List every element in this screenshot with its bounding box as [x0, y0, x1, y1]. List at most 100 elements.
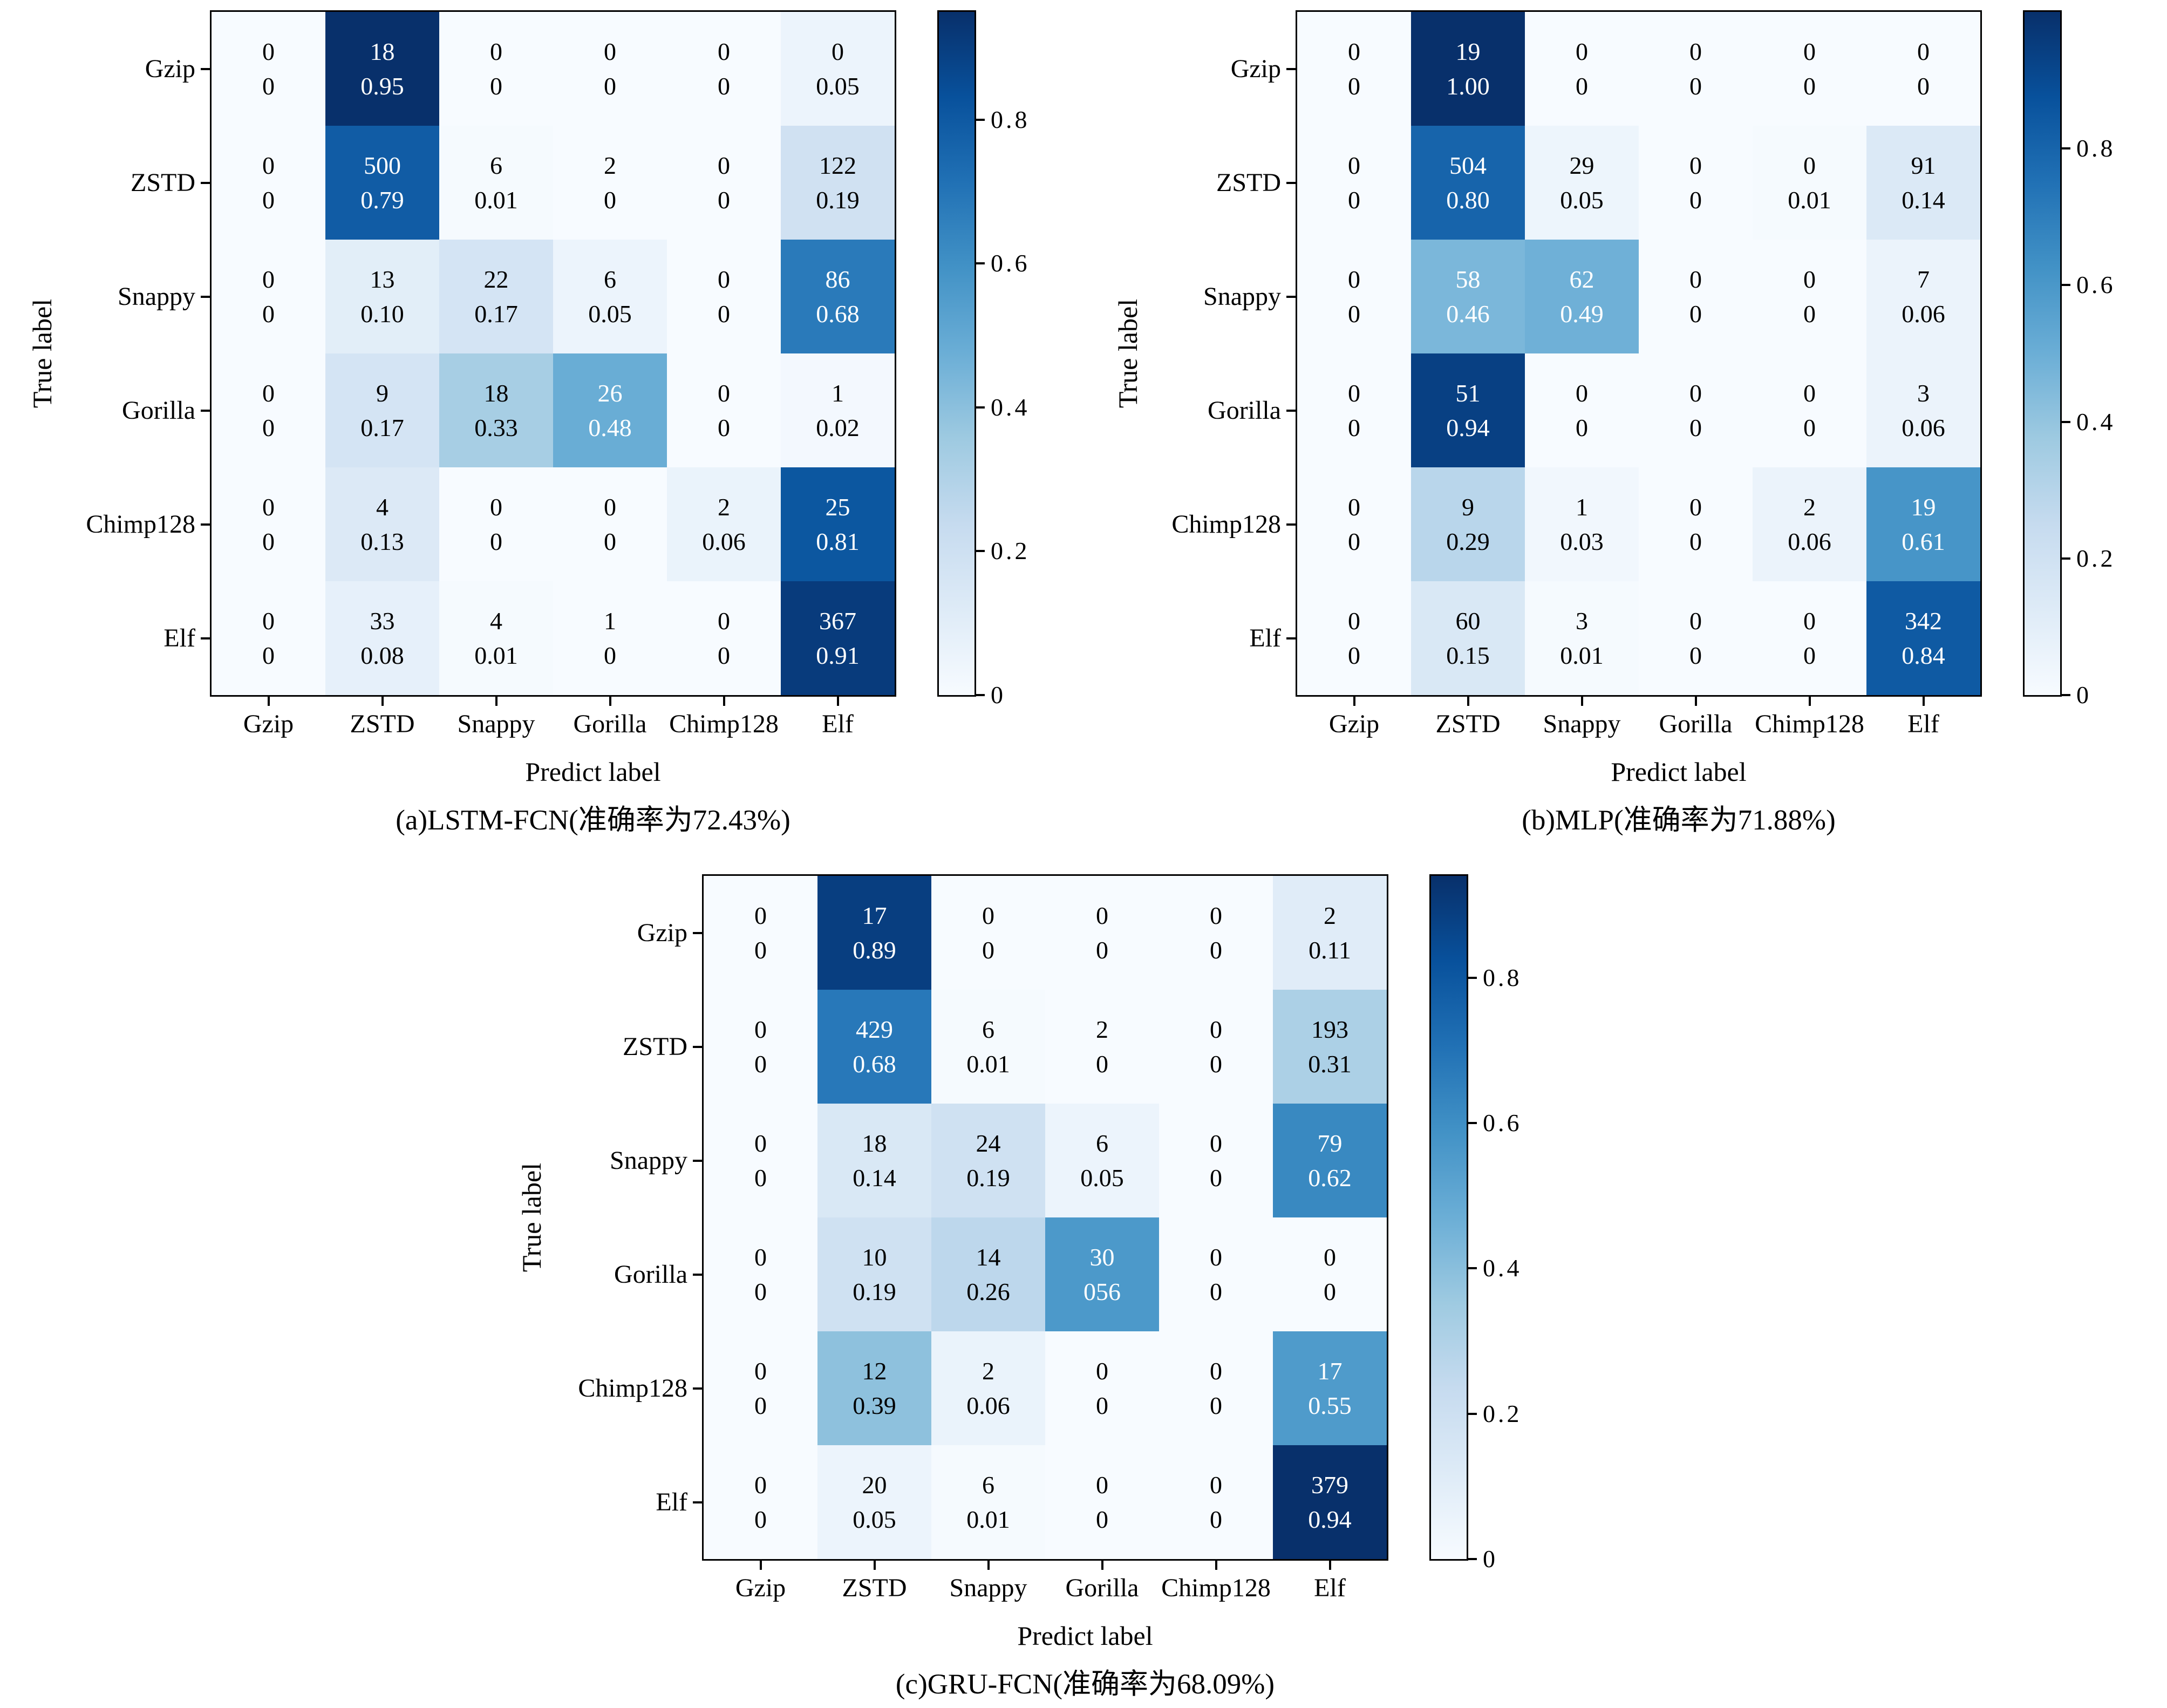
y-tick-label-Gorilla: Gorilla: [1208, 396, 1281, 425]
x-tick-label-ZSTD: ZSTD: [1435, 710, 1501, 738]
cell-count: 0: [1210, 901, 1222, 929]
cell-fraction: 0.14: [853, 1163, 896, 1192]
cell-Gzip-Elf: 0 0.05: [781, 12, 895, 126]
cell-fraction: 0: [262, 300, 275, 328]
cell-count: 0: [262, 37, 275, 65]
cell-fraction: 0.19: [853, 1277, 896, 1305]
cell-count: 0: [1576, 37, 1588, 65]
cell-count: 17: [862, 901, 887, 929]
x-tick-label-ZSTD: ZSTD: [350, 710, 415, 738]
cell-fraction: 0: [754, 1391, 767, 1419]
colorbar-tick-label: 0.8: [991, 105, 1030, 133]
cell-count: 0: [1348, 265, 1360, 293]
cell-count: 0: [832, 37, 844, 65]
cell-count: 0: [1689, 151, 1702, 179]
cell-fraction: 0.15: [1446, 641, 1490, 669]
x-tick-label-Elf: Elf: [822, 710, 854, 738]
cell-fraction: 0.19: [966, 1163, 1010, 1192]
cell-Gorilla-Elf: 3 0.06: [1866, 353, 1980, 467]
cell-fraction: 0: [1348, 72, 1360, 100]
cell-count: 24: [976, 1129, 1001, 1157]
cell-count: 0: [1210, 1357, 1222, 1385]
cell-count: 0: [1096, 1357, 1108, 1385]
cell-fraction: 0: [1689, 72, 1702, 100]
cell-Elf-Elf: 379 0.94: [1273, 1445, 1387, 1559]
cell-fraction: 0.68: [816, 300, 860, 328]
cell-Gorilla-Gorilla: 30 056: [1045, 1217, 1159, 1331]
cell-Gorilla-Elf: 1 0.02: [781, 353, 895, 467]
cell-count: 2: [982, 1357, 994, 1385]
cell-count: 1: [604, 607, 616, 635]
cell-count: 0: [718, 265, 730, 293]
cell-count: 62: [1569, 265, 1594, 293]
cell-Chimp128-ZSTD: 9 0.29: [1411, 467, 1525, 581]
cell-ZSTD-Snappy: 6 0.01: [931, 990, 1045, 1104]
cell-fraction: 0.01: [474, 186, 518, 214]
cell-fraction: 0: [262, 186, 275, 214]
cell-count: 0: [718, 607, 730, 635]
cell-count: 193: [1311, 1015, 1348, 1043]
cell-count: 500: [364, 151, 401, 179]
cell-fraction: 0.39: [853, 1391, 896, 1419]
cell-count: 0: [754, 1357, 767, 1385]
colorbar-tick-label: 0.8: [2076, 134, 2116, 162]
cell-Gorilla-ZSTD: 9 0.17: [325, 353, 439, 467]
y-axis-tick: [201, 523, 210, 526]
cell-count: 0: [1803, 607, 1816, 635]
cell-fraction: 0.05: [1560, 186, 1604, 214]
cell-Chimp128-Elf: 17 0.55: [1273, 1331, 1387, 1445]
cell-fraction: 0.01: [966, 1505, 1010, 1533]
cell-count: 20: [862, 1471, 887, 1499]
cell-count: 86: [825, 265, 850, 293]
y-axis-tick: [1286, 67, 1296, 70]
cell-count: 0: [1210, 1015, 1222, 1043]
cell-count: 0: [982, 901, 994, 929]
colorbar-tick-label: 0: [1483, 1545, 1498, 1573]
x-axis-title: Predict label: [1611, 757, 1747, 787]
cell-fraction: 0.46: [1446, 300, 1490, 328]
cell-fraction: 0.01: [1788, 186, 1831, 214]
colorbar-tick-label: 0.4: [2076, 407, 2116, 435]
cell-fraction: 0: [1096, 936, 1108, 964]
cell-count: 3: [1576, 607, 1588, 635]
cell-count: 0: [1689, 265, 1702, 293]
cell-ZSTD-ZSTD: 500 0.79: [325, 126, 439, 240]
x-tick-label-Snappy: Snappy: [457, 710, 535, 738]
cell-fraction: 0: [718, 413, 730, 441]
cell-fraction: 0: [754, 1505, 767, 1533]
cell-fraction: 0.26: [966, 1277, 1010, 1305]
cell-fraction: 0.49: [1560, 300, 1604, 328]
cell-Gzip-ZSTD: 17 0.89: [817, 876, 931, 990]
cell-Gorilla-Snappy: 14 0.26: [931, 1217, 1045, 1331]
panel-caption: (c)GRU-FCN(准确率为68.09%): [895, 1669, 1275, 1700]
cell-fraction: 0.80: [1446, 186, 1490, 214]
cell-Gorilla-ZSTD: 10 0.19: [817, 1217, 931, 1331]
cell-fraction: 0: [754, 936, 767, 964]
cell-count: 0: [1803, 37, 1816, 65]
colorbar-tick: [976, 694, 985, 696]
y-axis-tick: [693, 931, 702, 934]
cell-count: 0: [604, 493, 616, 521]
colorbar-tick: [1468, 976, 1477, 979]
cell-Chimp128-Chimp128: 2 0.06: [667, 467, 781, 581]
y-tick-label-Elf: Elf: [656, 1487, 687, 1516]
colorbar-tick: [976, 550, 985, 553]
x-axis-tick: [723, 697, 725, 706]
cell-fraction: 0: [718, 186, 730, 214]
y-tick-label-Gorilla: Gorilla: [122, 396, 195, 425]
cell-count: 0: [1348, 493, 1360, 521]
